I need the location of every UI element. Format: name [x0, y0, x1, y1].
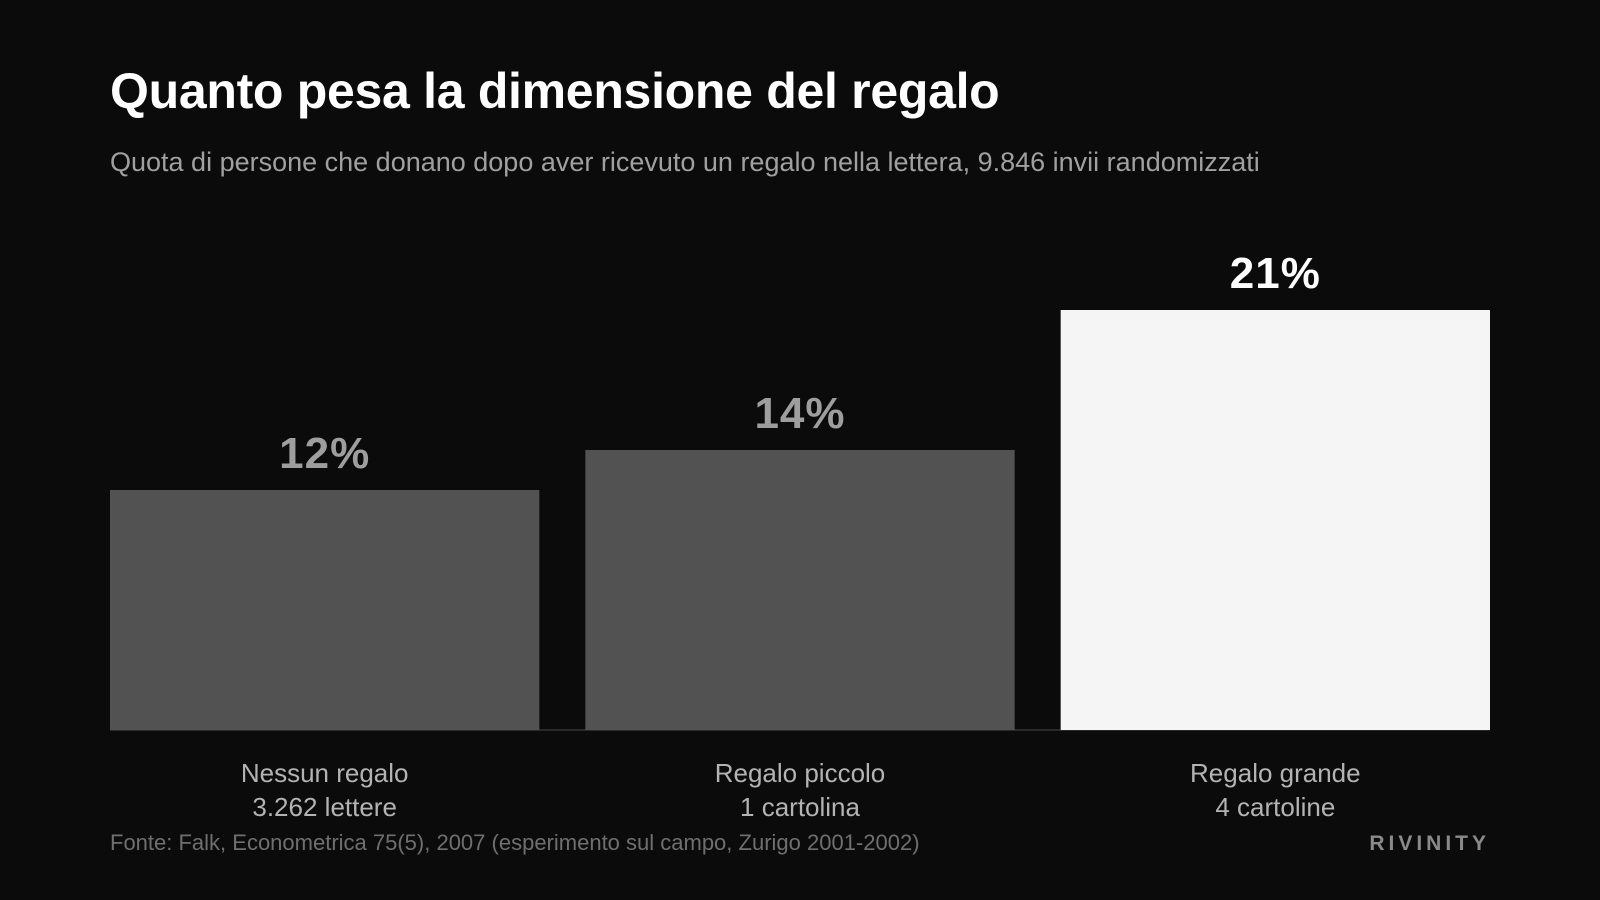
source-note: Fonte: Falk, Econometrica 75(5), 2007 (e… — [110, 830, 920, 855]
brand-logo: RIVINITY — [1369, 832, 1490, 855]
category-label-1: Nessun regalo — [241, 758, 409, 788]
category-sublabel-3: 4 cartoline — [1215, 792, 1335, 822]
bar-1 — [110, 490, 540, 730]
chart-subtitle: Quota di persone che donano dopo aver ri… — [110, 147, 1260, 177]
category-sublabel-1: 3.262 lettere — [252, 792, 397, 822]
category-label-3: Regalo grande — [1190, 758, 1361, 788]
bar-2 — [585, 450, 1015, 730]
category-label-2: Regalo piccolo — [715, 758, 886, 788]
value-label-3: 21% — [1230, 249, 1321, 298]
value-label-1: 12% — [279, 429, 370, 478]
category-sublabel-2: 1 cartolina — [740, 792, 860, 822]
bar-3 — [1060, 310, 1490, 730]
chart-title: Quanto pesa la dimensione del regalo — [110, 63, 1000, 119]
value-label-2: 14% — [754, 389, 845, 438]
